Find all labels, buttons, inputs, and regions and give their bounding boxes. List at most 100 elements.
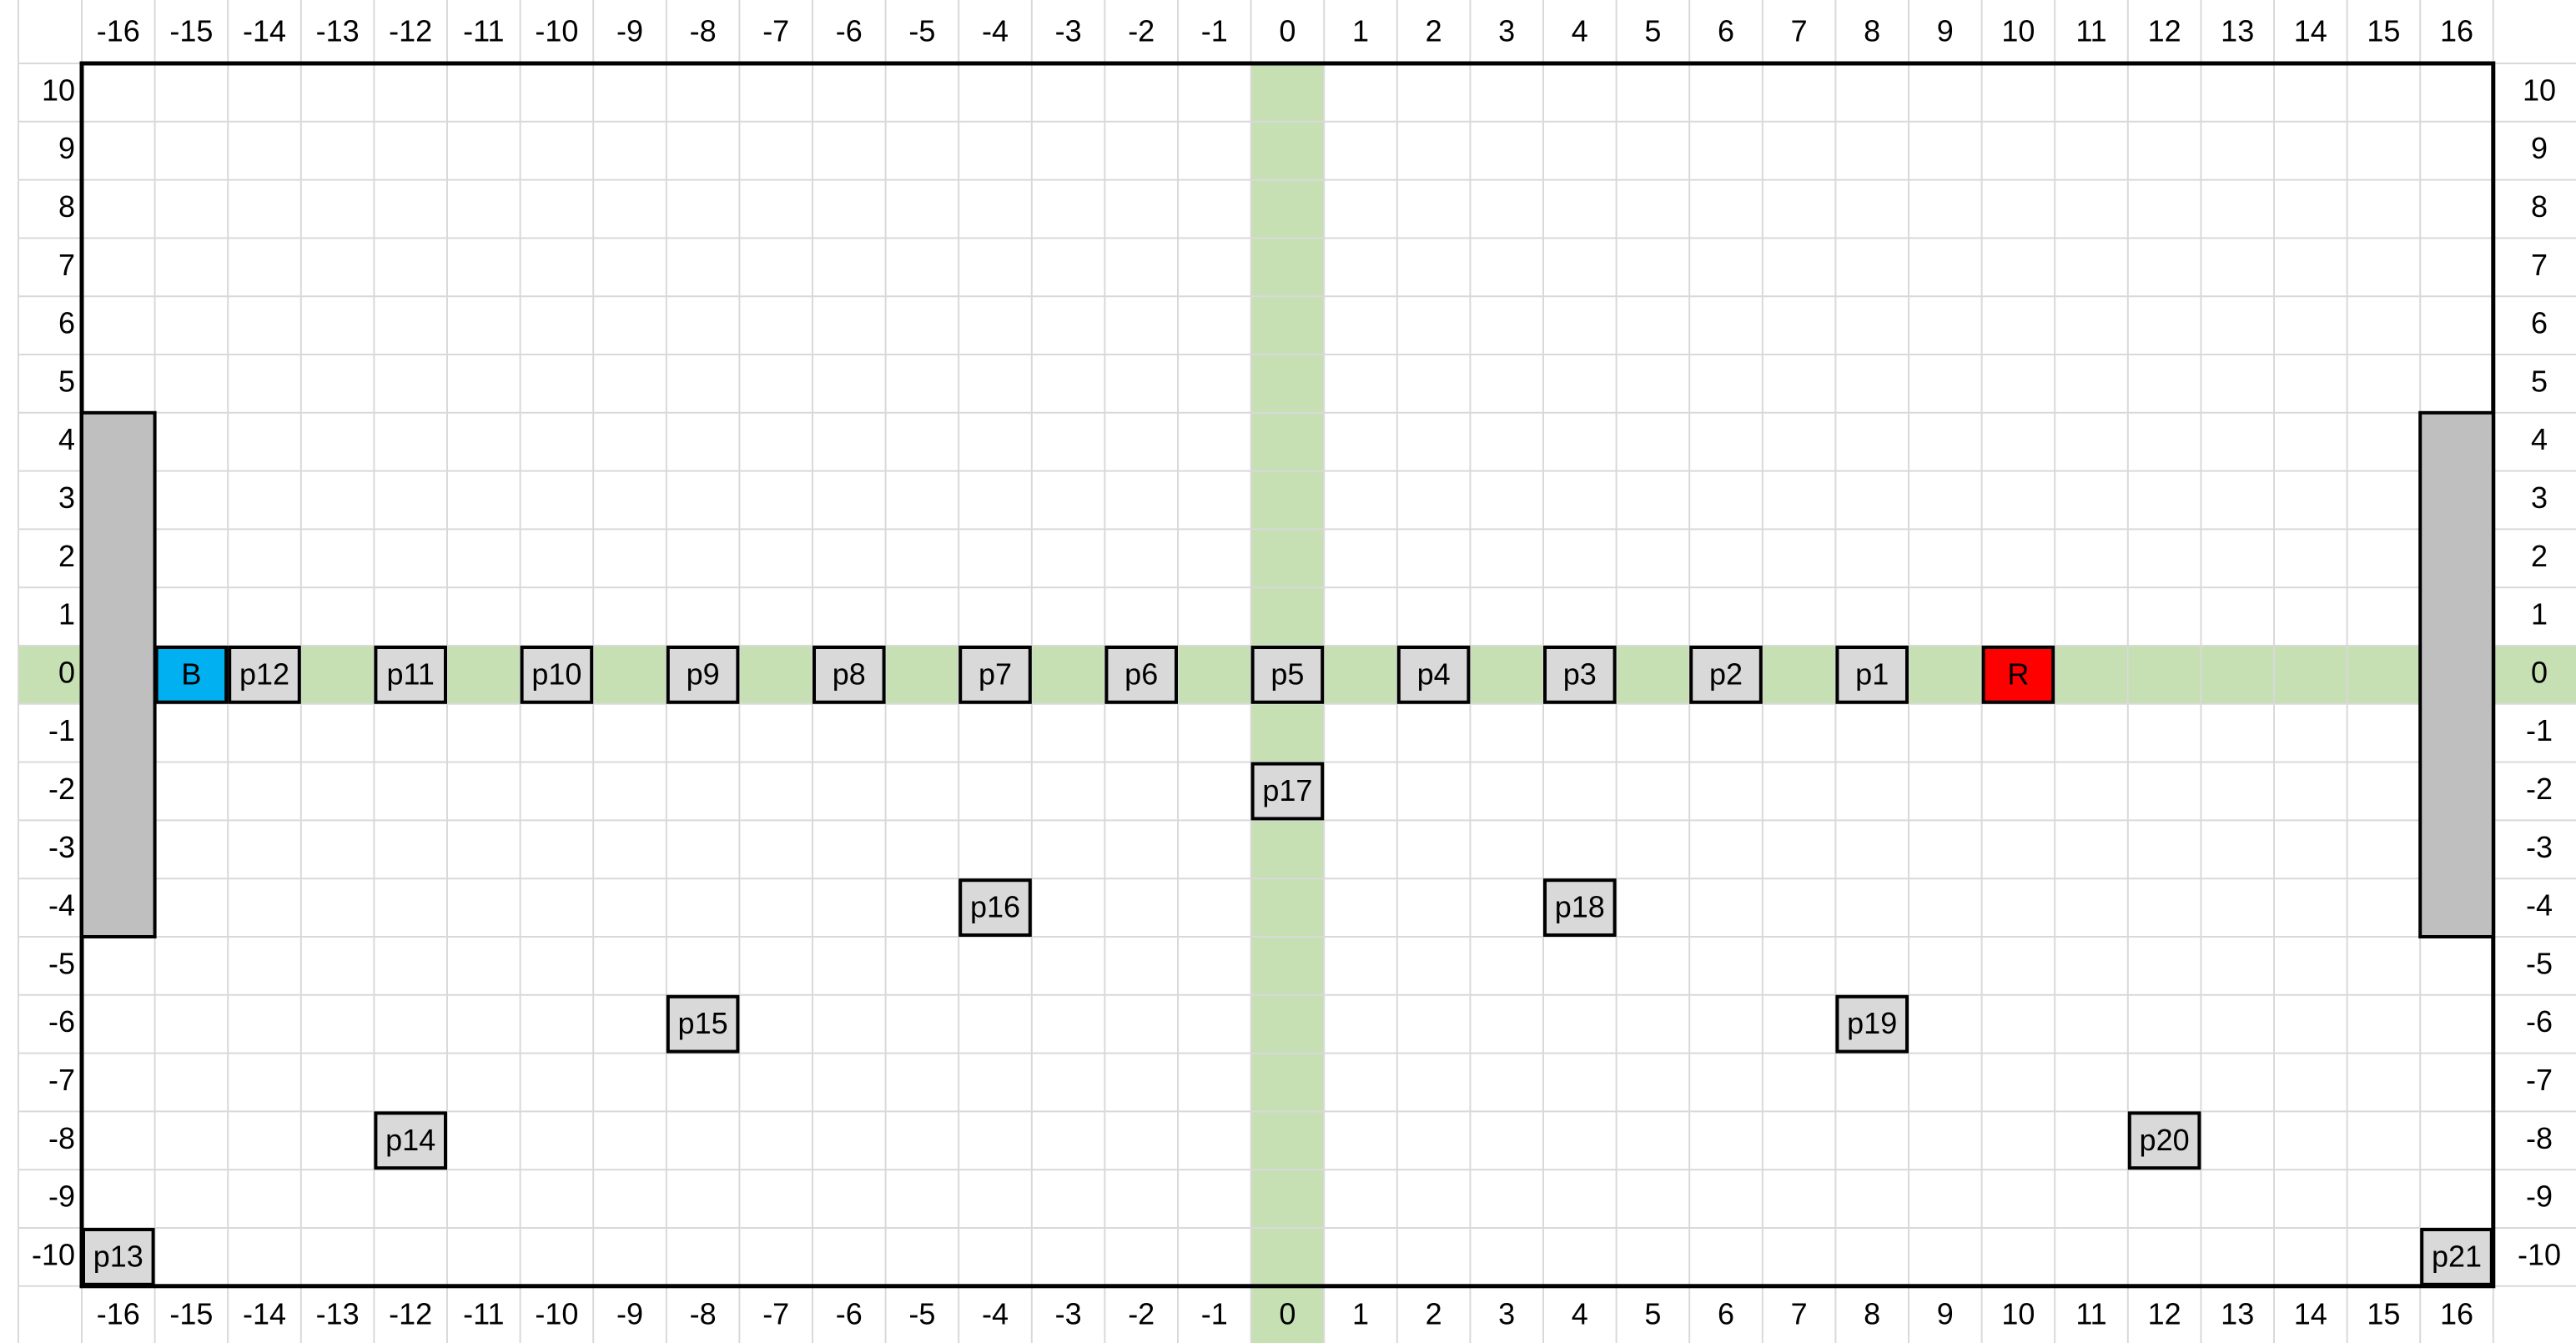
row-header: 7: [58, 248, 75, 282]
cell-label: p11: [386, 656, 434, 691]
cell-box: [958, 878, 1032, 937]
column-header: -11: [463, 14, 504, 48]
row-header: 2: [58, 539, 75, 573]
row-header: 1: [58, 597, 75, 631]
row-header-right: 8: [2531, 189, 2548, 224]
column-header: 8: [1864, 14, 1880, 48]
cell-box: [1689, 646, 1763, 704]
row-header-right: -8: [2526, 1121, 2553, 1155]
column-header: -4: [982, 14, 1009, 48]
column-header: 1: [1352, 14, 1369, 48]
column-header: -12: [389, 14, 432, 48]
column-footer: 10: [2001, 1296, 2035, 1330]
cell-label: p8: [833, 656, 866, 691]
cell-label: p4: [1417, 656, 1451, 691]
column-footer: 1: [1352, 1296, 1369, 1330]
row-header: -7: [48, 1063, 75, 1097]
row-header-right: -4: [2526, 888, 2553, 923]
row-header-right: 0: [2531, 655, 2548, 689]
row-header-right: 2: [2531, 539, 2548, 573]
cell-label: p21: [2432, 1239, 2482, 1273]
row-header: -10: [32, 1237, 75, 1271]
cell-box: [2127, 1111, 2201, 1170]
cell-label: p10: [531, 656, 581, 691]
column-header: 3: [1498, 14, 1515, 48]
cell-box: [228, 646, 301, 704]
column-footer: -1: [1201, 1296, 1228, 1330]
row-header: 9: [58, 131, 75, 165]
row-header-right: 1: [2531, 597, 2548, 631]
cell-label: p16: [970, 890, 1020, 924]
cell-box: [1396, 646, 1471, 704]
column-header: -13: [316, 14, 360, 48]
column-footer: 12: [2148, 1296, 2181, 1330]
cell-label: p13: [93, 1239, 143, 1273]
row-header: -4: [48, 888, 75, 923]
column-footer: 2: [1426, 1296, 1442, 1330]
row-header-right: 6: [2531, 306, 2548, 340]
column-footer: -6: [836, 1296, 863, 1330]
row-header-right: 5: [2531, 364, 2548, 398]
cell-label: R: [2007, 656, 2029, 691]
row-header: 6: [58, 306, 75, 340]
column-footer: 14: [2294, 1296, 2327, 1330]
column-footer: 13: [2221, 1296, 2254, 1330]
row-header-right: -2: [2526, 772, 2553, 806]
row-header-right: 10: [2523, 73, 2556, 107]
column-header: 0: [1279, 14, 1296, 48]
row-header-right: 7: [2531, 248, 2548, 282]
column-header: 14: [2294, 14, 2327, 48]
goal-area: [80, 410, 157, 938]
goal-area: [2418, 410, 2495, 938]
cell-label: p2: [1709, 656, 1743, 691]
column-footer: -2: [1128, 1296, 1155, 1330]
cell-box: [154, 646, 229, 704]
column-footer: 4: [1572, 1296, 1588, 1330]
row-header: -3: [48, 830, 75, 864]
cell-label: p7: [979, 656, 1012, 691]
column-footer: 3: [1498, 1296, 1515, 1330]
row-header: -8: [48, 1121, 75, 1155]
cell-box: [666, 994, 740, 1054]
column-header: -2: [1128, 14, 1155, 48]
cell-box: [1250, 646, 1325, 704]
row-header: 5: [58, 364, 75, 398]
column-header: 15: [2367, 14, 2400, 48]
cell-label: p12: [239, 656, 289, 691]
column-footer: 0: [1279, 1296, 1296, 1330]
cell-box: [82, 1228, 155, 1286]
cell-label: p5: [1270, 656, 1304, 691]
cell-box: [1250, 762, 1325, 821]
cell-box: [1104, 646, 1179, 704]
column-footer: 5: [1644, 1296, 1661, 1330]
column-footer: -11: [463, 1296, 504, 1330]
column-header: -15: [169, 14, 213, 48]
cell-box: [520, 646, 594, 704]
column-header: 9: [1937, 14, 1954, 48]
column-footer: 16: [2440, 1296, 2473, 1330]
column-footer: -3: [1055, 1296, 1082, 1330]
column-header: 6: [1718, 14, 1734, 48]
row-header-right: 4: [2531, 422, 2548, 456]
cell-box: [374, 646, 447, 704]
cell-label: p20: [2140, 1123, 2190, 1157]
cell-label: p6: [1124, 656, 1158, 691]
column-footer: 8: [1864, 1296, 1880, 1330]
column-footer: -9: [616, 1296, 643, 1330]
column-footer: -5: [908, 1296, 935, 1330]
column-header: -8: [690, 14, 717, 48]
row-header: -5: [48, 946, 75, 980]
column-footer: -12: [389, 1296, 432, 1330]
column-header: -5: [908, 14, 935, 48]
column-footer: 6: [1718, 1296, 1734, 1330]
row-header-right: -6: [2526, 1004, 2553, 1039]
column-footer: 9: [1937, 1296, 1954, 1330]
row-header: -1: [48, 713, 75, 747]
row-header-right: -9: [2526, 1180, 2553, 1214]
cell-label: p9: [687, 656, 720, 691]
cell-box: [813, 646, 886, 704]
column-header: 7: [1791, 14, 1808, 48]
column-footer: -7: [762, 1296, 789, 1330]
row-header-right: 3: [2531, 480, 2548, 515]
row-header-right: -3: [2526, 830, 2553, 864]
